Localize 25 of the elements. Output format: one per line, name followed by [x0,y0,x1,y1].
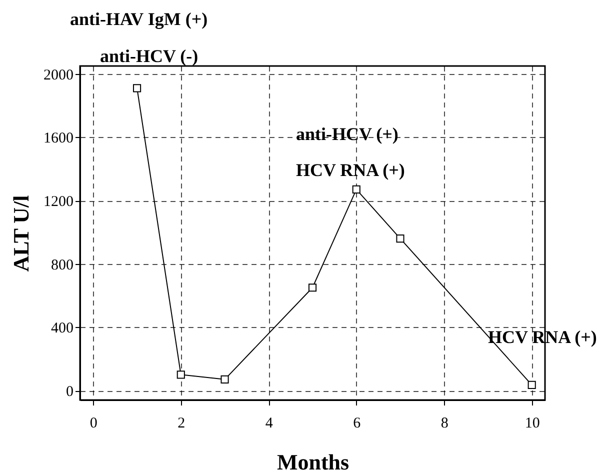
x-tick-label: 10 [524,416,540,432]
x-tick-label: 8 [440,416,448,432]
point [308,284,317,292]
annotation: HCV RNA (+) [296,160,405,180]
y-tick-label: 1600 [44,130,74,147]
annotation: anti-HCV (+) [296,124,398,144]
y-tick-label: 400 [51,320,74,337]
point [352,185,360,194]
point [220,375,229,384]
x-axis-title: Months [276,450,350,472]
x-tick-label: 2 [178,416,186,432]
text: anti-HCV (-) [100,46,198,66]
y-tick-label: 1200 [44,194,74,210]
y-axis-title: ALT U/l [8,195,34,272]
text: anti-HAV IgM (+) [70,9,208,29]
point [396,234,404,243]
point [132,84,142,92]
point [176,370,185,379]
y-tick-label: 0 [66,384,74,400]
y-tick-label: 2000 [44,67,74,84]
y-tick-label: 800 [51,257,74,274]
x-tick-label: 4 [265,416,274,432]
x-tick-label: 6 [353,416,362,432]
point [528,380,536,389]
x-tick-label: 0 [90,416,98,432]
